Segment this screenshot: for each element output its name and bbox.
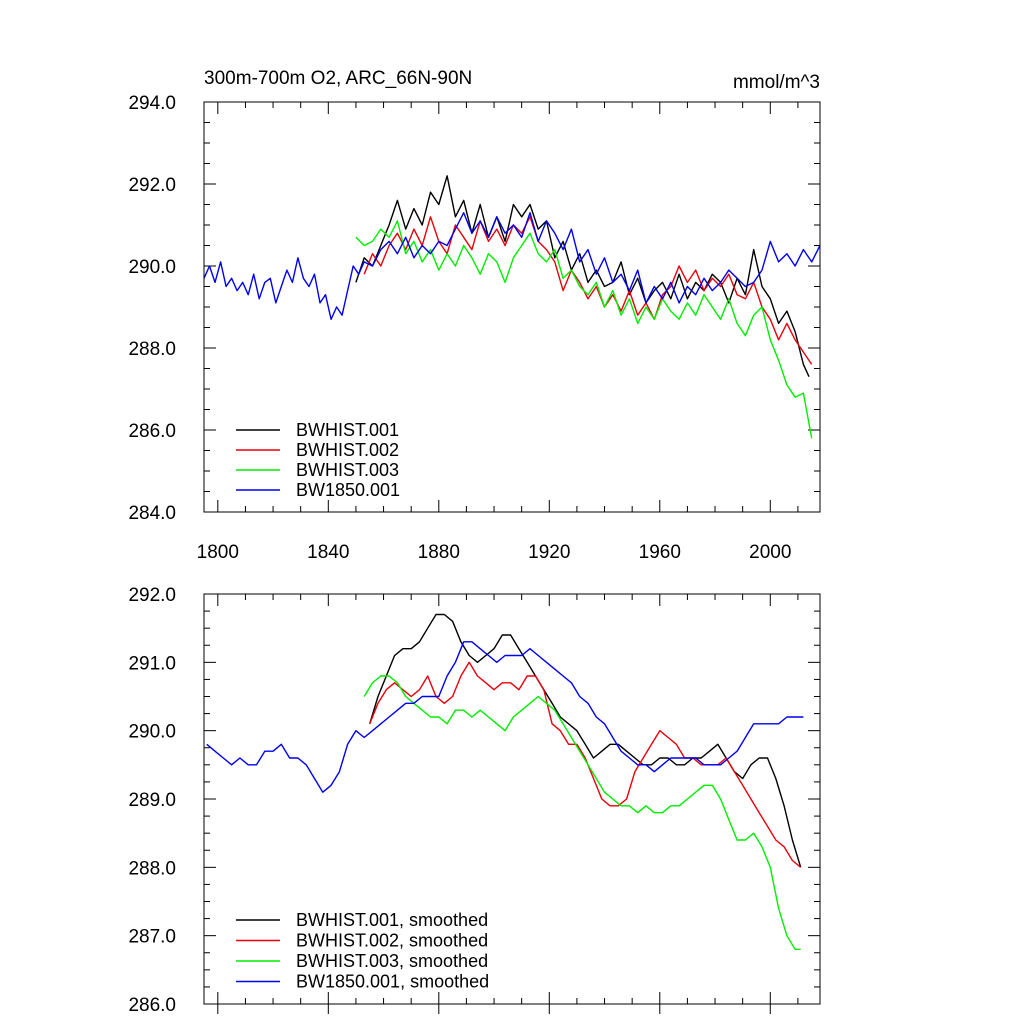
legend-label: BWHIST.003, smoothed	[296, 951, 488, 971]
series-line	[355, 175, 810, 377]
y-tick-label: 287.0	[128, 927, 176, 948]
chart-top-panel: 300m-700m O2, ARC_66N-90N mmol/m^3 284.0…	[128, 68, 821, 563]
legend-label: BWHIST.001	[296, 420, 399, 440]
series-layer	[203, 175, 821, 439]
x-tick-label: 1960	[639, 542, 681, 563]
series-line	[363, 216, 813, 365]
chart-title: 300m-700m O2, ARC_66N-90N	[204, 68, 472, 89]
series-line	[369, 661, 802, 868]
x-tick-label: 1920	[528, 542, 570, 563]
y-tick-label: 288.0	[128, 858, 176, 879]
x-tick-label: 1840	[307, 542, 349, 563]
series-line	[363, 675, 801, 950]
y-tick-label: 286.0	[128, 421, 176, 442]
y-tick-label: 288.0	[128, 339, 176, 360]
legend-label: BWHIST.001, smoothed	[296, 910, 488, 930]
x-tick-label: 2000	[749, 542, 791, 563]
legend-label: BWHIST.003	[296, 460, 399, 480]
series-line	[206, 641, 804, 793]
y-tick-label: 290.0	[128, 257, 176, 278]
y-tick-label: 289.0	[128, 790, 176, 811]
legend-label: BW1850.001, smoothed	[296, 972, 489, 992]
x-axis-labels: 1800 1840 1880 1920 1960 2000	[197, 542, 792, 563]
series-line	[203, 211, 821, 320]
y-tick-label: 292.0	[128, 585, 176, 606]
plot-frame	[203, 593, 821, 1005]
y-tick-label: 290.0	[128, 722, 176, 743]
y-axis-labels: 284.0 286.0 288.0 290.0 292.0 294.0	[128, 93, 176, 524]
chart-units-label: mmol/m^3	[733, 72, 820, 93]
legend-label: BWHIST.002, smoothed	[296, 931, 488, 951]
y-axis-labels: 286.0 287.0 288.0 289.0 290.0 291.0 292.0	[128, 585, 176, 1016]
x-tick-label: 1880	[418, 542, 460, 563]
y-tick-label: 284.0	[128, 503, 176, 524]
series-line	[369, 613, 802, 868]
legend-label: BW1850.001	[296, 480, 400, 500]
y-tick-label: 292.0	[128, 175, 176, 196]
series-line	[355, 220, 813, 439]
y-tick-label: 294.0	[128, 93, 176, 114]
chart-bottom-panel: 286.0 287.0 288.0 289.0 290.0 291.0 292.0 BWHI…	[128, 585, 821, 1016]
x-tick-label: 1800	[197, 542, 239, 563]
y-tick-label: 286.0	[128, 995, 176, 1016]
plot-frame	[203, 101, 821, 513]
legend-label: BWHIST.002	[296, 440, 399, 460]
y-tick-label: 291.0	[128, 653, 176, 674]
series-layer	[206, 613, 804, 950]
